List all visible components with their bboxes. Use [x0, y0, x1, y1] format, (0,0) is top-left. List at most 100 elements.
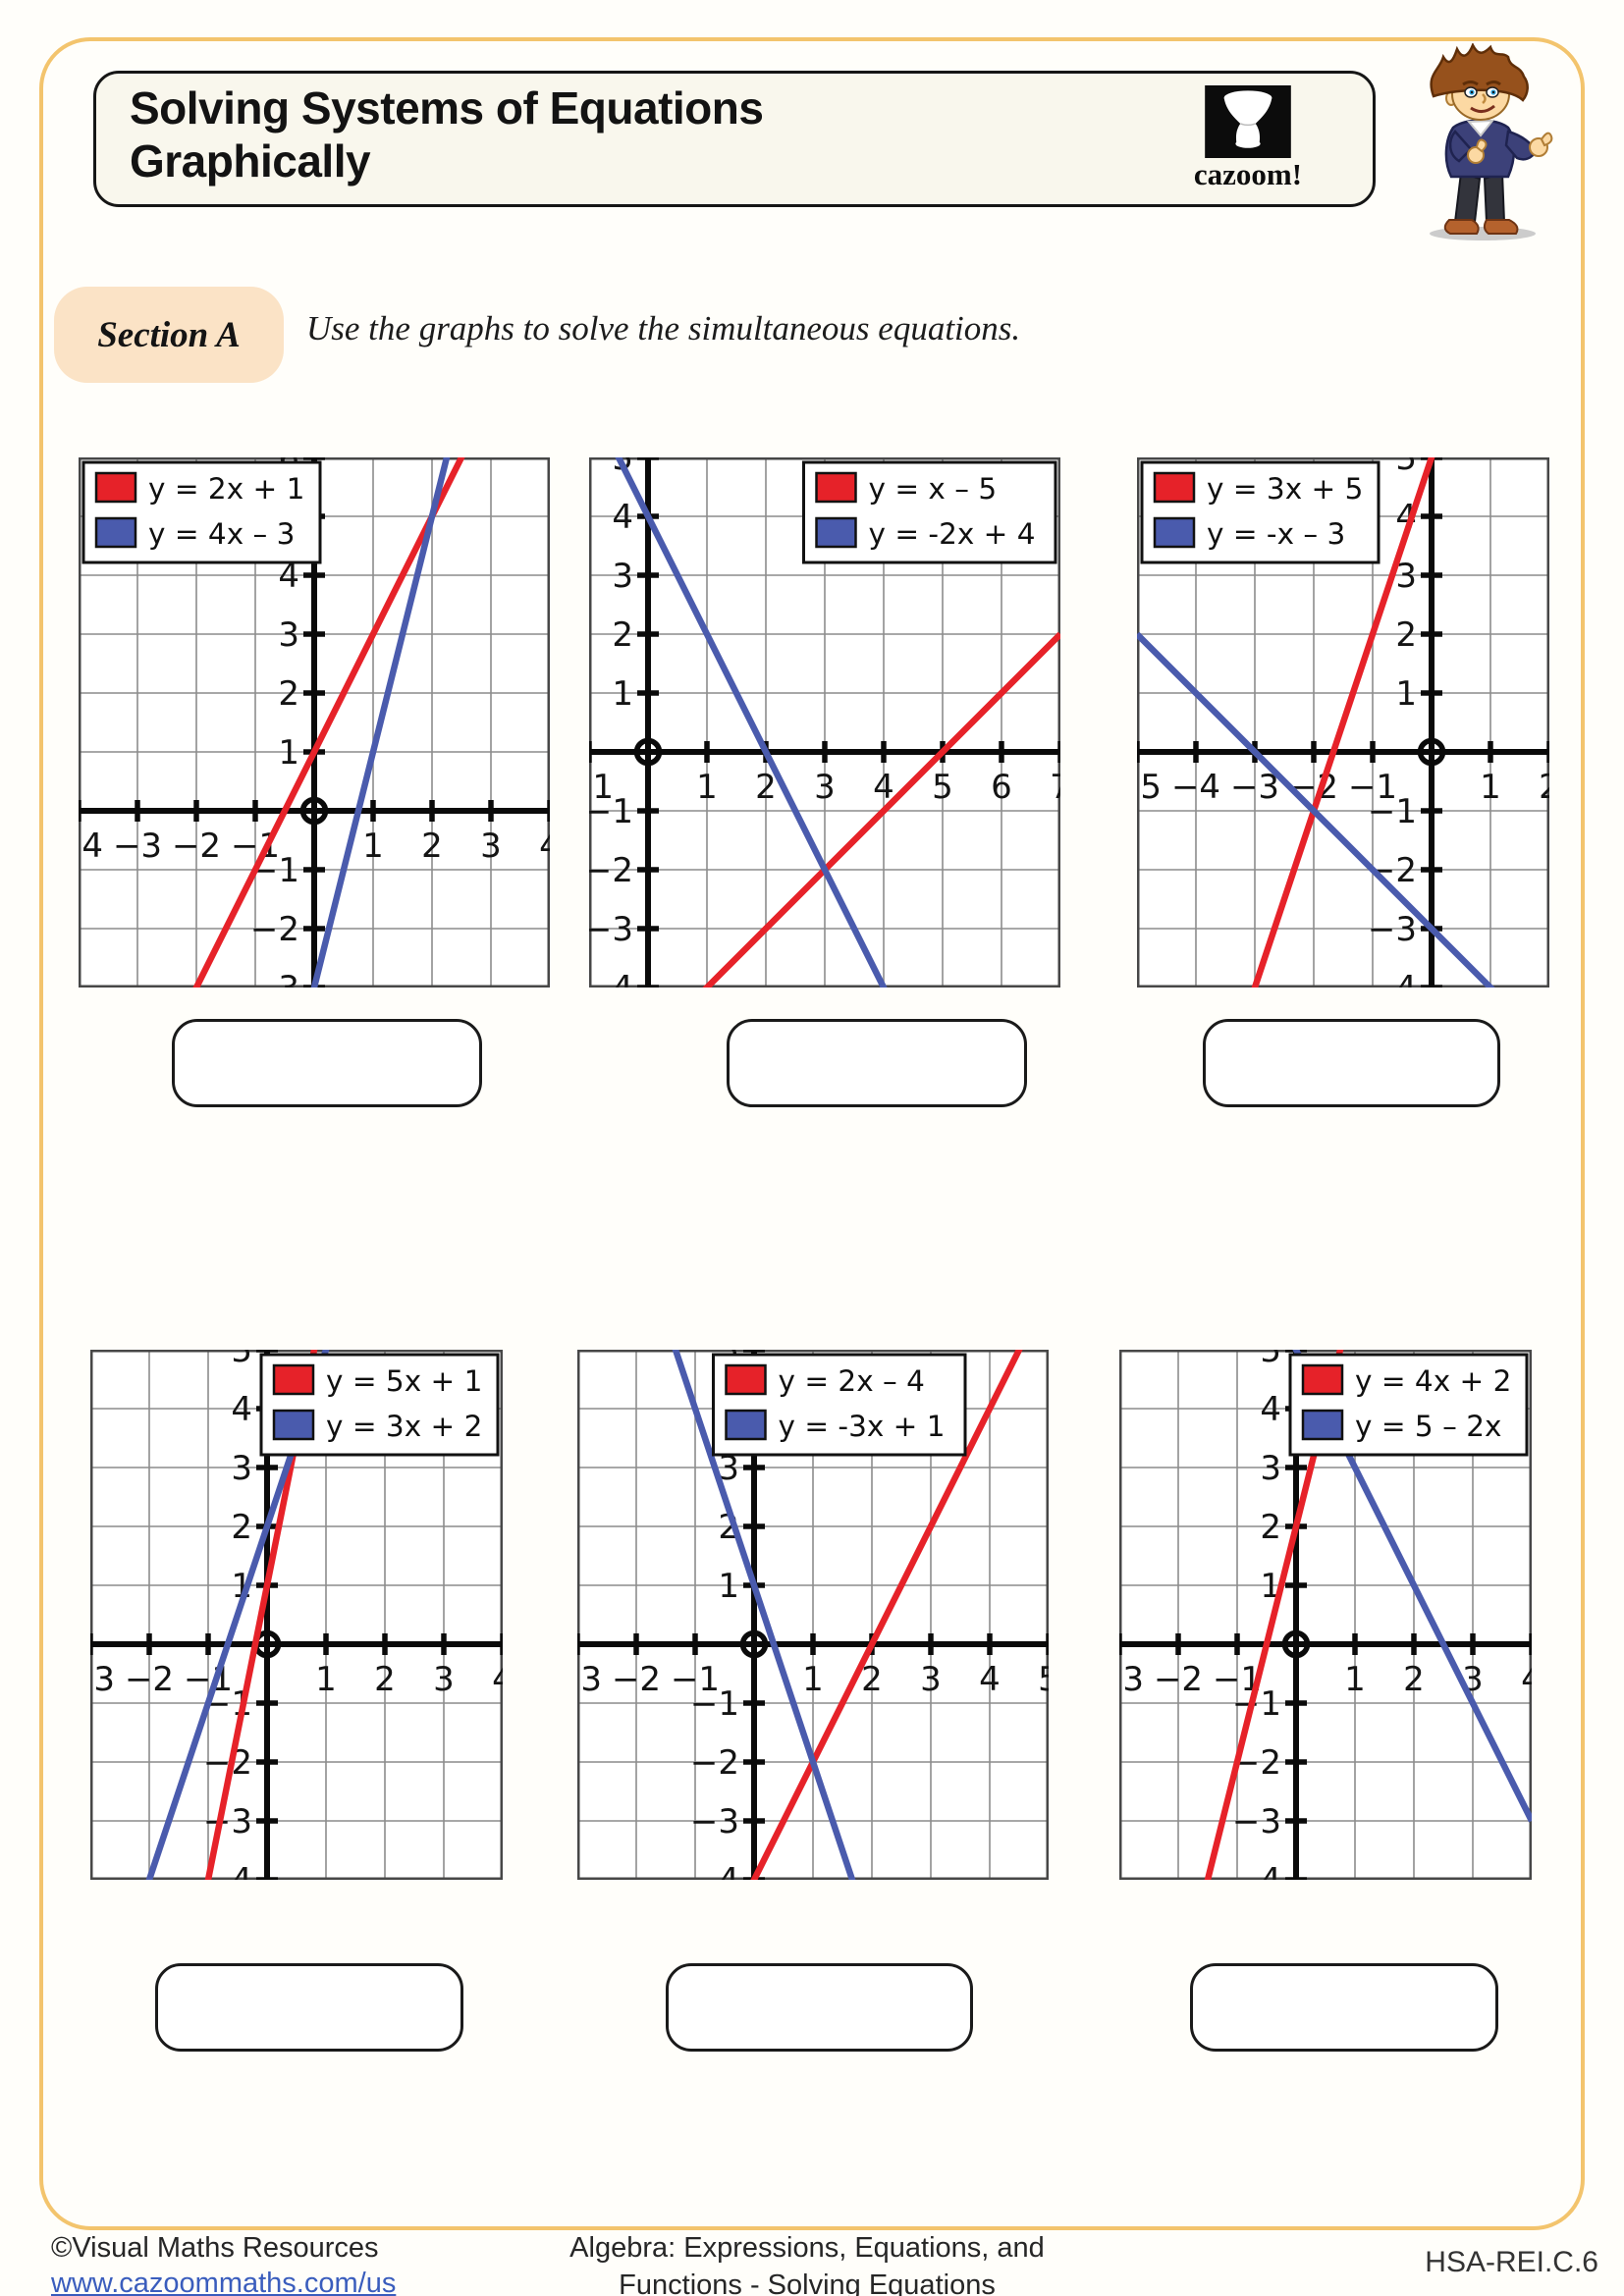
- y-tick-label: −4: [1232, 1861, 1281, 1880]
- cazoom-logo-text: cazoom!: [1193, 157, 1303, 191]
- legend-label: y = -x – 3: [1207, 517, 1345, 551]
- x-tick-label: −1: [671, 1660, 720, 1699]
- x-tick-label: 4: [979, 1660, 1001, 1699]
- x-tick-label: 4: [492, 1660, 503, 1699]
- x-tick-label: 6: [991, 768, 1012, 807]
- graph-border: [577, 1350, 1049, 1880]
- x-tick-label: −3: [1230, 768, 1279, 807]
- y-tick-label: −3: [589, 910, 633, 949]
- origin-mark: [299, 796, 329, 826]
- cazoom-logo: cazoom!: [1164, 85, 1331, 192]
- y-tick-label: 4: [1260, 1390, 1281, 1429]
- mascot-character: [1398, 41, 1570, 244]
- y-tick-label: 2: [1395, 615, 1417, 655]
- graph-border: [1137, 457, 1549, 988]
- y-tick-label: −2: [250, 910, 299, 949]
- y-tick-label: −3: [203, 1802, 252, 1842]
- x-tick-label: −4: [1171, 768, 1220, 807]
- answer-box-4[interactable]: [155, 1963, 463, 2052]
- legend-label: y = 5 – 2x: [1355, 1410, 1501, 1443]
- graph-border: [90, 1350, 503, 1880]
- x-tick-label: −3: [577, 1660, 602, 1699]
- y-tick-label: −3: [1232, 1802, 1281, 1842]
- x-tick-label: 2: [1539, 768, 1549, 807]
- x-tick-label: −3: [90, 1660, 115, 1699]
- legend-swatch-blue: [1301, 1409, 1344, 1441]
- y-tick-label: 4: [278, 557, 299, 596]
- drum-icon: [1205, 85, 1291, 158]
- y-tick-label: 1: [1395, 674, 1417, 714]
- legend-swatch-blue: [94, 516, 137, 549]
- x-tick-label: −3: [113, 827, 162, 866]
- page-title-line2: Graphically: [130, 135, 371, 187]
- x-tick-label: 1: [1344, 1660, 1366, 1699]
- legend-swatch-red: [272, 1363, 315, 1396]
- legend-label: y = -3x + 1: [779, 1410, 946, 1443]
- x-tick-label: 1: [1480, 768, 1501, 807]
- footer-left: ©Visual Maths Resources www.cazoommaths.…: [51, 2230, 396, 2296]
- answer-box-6[interactable]: [1190, 1963, 1498, 2052]
- line-blue: [1134, 631, 1552, 1049]
- section-label: Section A: [97, 314, 241, 355]
- x-tick-label: 2: [1403, 1660, 1425, 1699]
- x-tick-label: −2: [1154, 1660, 1203, 1699]
- x-tick-label: −1: [1348, 768, 1397, 807]
- y-tick-label: 1: [612, 674, 633, 714]
- legend-label: y = 2x – 4: [779, 1364, 925, 1398]
- origin-mark: [1417, 737, 1446, 767]
- legend-swatch-blue: [1153, 516, 1196, 549]
- y-tick-label: −1: [589, 792, 633, 831]
- y-tick-label: 3: [718, 1449, 739, 1488]
- footer-standard-code: HSA-REI.C.6: [1425, 2246, 1598, 2278]
- answer-box-5[interactable]: [666, 1963, 973, 2052]
- legend-label: y = 4x – 3: [148, 517, 295, 551]
- graph-border: [1119, 1350, 1532, 1880]
- y-tick-label: −4: [1368, 969, 1417, 988]
- legend-label: y = -2x + 4: [869, 517, 1036, 551]
- page-title: Solving Systems of Equations Graphically: [130, 81, 764, 188]
- x-tick-label: 2: [421, 827, 443, 866]
- y-tick-label: −4: [589, 969, 633, 988]
- legend-label: y = 3x + 2: [326, 1410, 482, 1443]
- y-tick-label: 5: [231, 1350, 252, 1370]
- y-tick-label: −1: [1368, 792, 1417, 831]
- legend-swatch-blue: [272, 1409, 315, 1441]
- x-tick-label: 1: [696, 768, 718, 807]
- x-tick-label: 7: [1050, 768, 1060, 807]
- section-a-badge: Section A: [54, 287, 284, 383]
- title-box: Solving Systems of Equations Graphically…: [93, 71, 1376, 207]
- legend-swatch-red: [725, 1363, 767, 1396]
- x-tick-label: 4: [539, 827, 550, 866]
- x-tick-label: 4: [873, 768, 894, 807]
- origin-mark: [1281, 1629, 1311, 1659]
- y-tick-label: 2: [612, 615, 633, 655]
- legend-label: y = 5x + 1: [326, 1364, 482, 1398]
- y-tick-label: −3: [1368, 910, 1417, 949]
- legend-swatch-red: [94, 471, 137, 504]
- x-tick-label: −4: [79, 827, 103, 866]
- answer-box-1[interactable]: [172, 1019, 482, 1107]
- x-tick-label: 2: [861, 1660, 883, 1699]
- x-tick-label: 1: [315, 1660, 337, 1699]
- answer-box-2[interactable]: [727, 1019, 1027, 1107]
- y-tick-label: −1: [690, 1684, 739, 1724]
- legend-label: y = x – 5: [869, 472, 998, 506]
- y-tick-label: 2: [278, 674, 299, 714]
- x-tick-label: −1: [184, 1660, 233, 1699]
- x-tick-label: 1: [362, 827, 384, 866]
- y-tick-label: 1: [278, 733, 299, 773]
- answer-box-3[interactable]: [1203, 1019, 1500, 1107]
- x-tick-label: −2: [172, 827, 221, 866]
- x-tick-label: 1: [802, 1660, 824, 1699]
- footer-link[interactable]: www.cazoommaths.com/us: [51, 2268, 397, 2296]
- x-tick-label: 3: [480, 827, 502, 866]
- y-tick-label: 2: [1260, 1508, 1281, 1547]
- origin-mark: [739, 1629, 769, 1659]
